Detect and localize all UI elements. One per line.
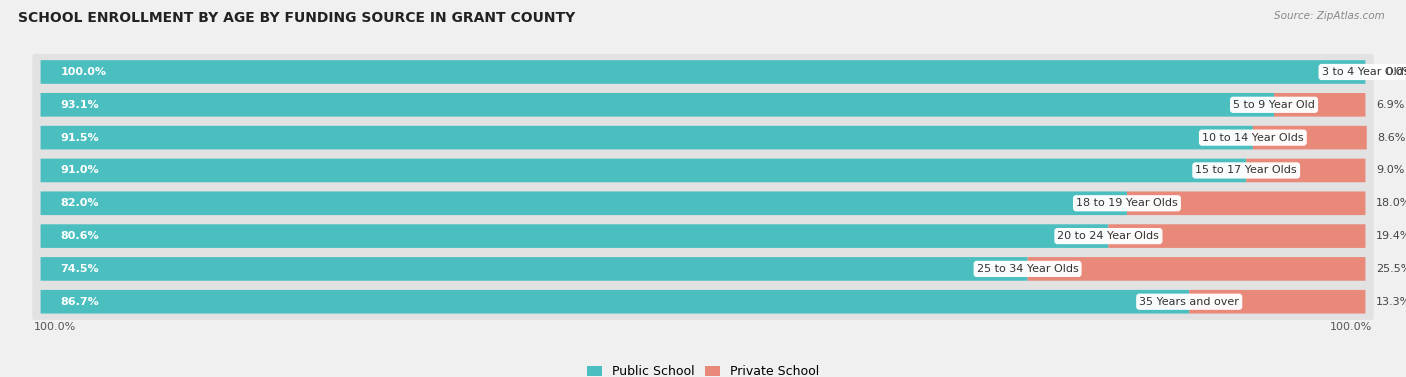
Text: 86.7%: 86.7%: [60, 297, 100, 307]
FancyBboxPatch shape: [41, 93, 1274, 116]
Text: 25 to 34 Year Olds: 25 to 34 Year Olds: [977, 264, 1078, 274]
FancyBboxPatch shape: [41, 257, 1028, 281]
FancyBboxPatch shape: [32, 87, 1374, 123]
Text: 10 to 14 Year Olds: 10 to 14 Year Olds: [1202, 133, 1303, 143]
Text: 18.0%: 18.0%: [1376, 198, 1406, 208]
Text: 6.9%: 6.9%: [1376, 100, 1405, 110]
Text: 9.0%: 9.0%: [1376, 166, 1405, 175]
FancyBboxPatch shape: [1274, 93, 1365, 116]
FancyBboxPatch shape: [32, 251, 1374, 287]
FancyBboxPatch shape: [41, 159, 1246, 182]
Text: 100.0%: 100.0%: [1330, 322, 1372, 333]
Text: 8.6%: 8.6%: [1378, 133, 1406, 143]
FancyBboxPatch shape: [32, 185, 1374, 221]
Text: 35 Years and over: 35 Years and over: [1139, 297, 1239, 307]
Text: 74.5%: 74.5%: [60, 264, 98, 274]
Text: 19.4%: 19.4%: [1376, 231, 1406, 241]
FancyBboxPatch shape: [1246, 159, 1365, 182]
FancyBboxPatch shape: [41, 60, 1365, 84]
FancyBboxPatch shape: [41, 126, 1253, 149]
Text: 3 to 4 Year Olds: 3 to 4 Year Olds: [1322, 67, 1406, 77]
FancyBboxPatch shape: [1028, 257, 1365, 281]
Text: 25.5%: 25.5%: [1376, 264, 1406, 274]
Text: 5 to 9 Year Old: 5 to 9 Year Old: [1233, 100, 1315, 110]
Text: 80.6%: 80.6%: [60, 231, 98, 241]
FancyBboxPatch shape: [1128, 192, 1365, 215]
Text: 100.0%: 100.0%: [34, 322, 76, 333]
FancyBboxPatch shape: [32, 54, 1374, 90]
FancyBboxPatch shape: [32, 120, 1374, 156]
Text: 91.0%: 91.0%: [60, 166, 98, 175]
Text: 20 to 24 Year Olds: 20 to 24 Year Olds: [1057, 231, 1160, 241]
FancyBboxPatch shape: [32, 284, 1374, 320]
Text: 18 to 19 Year Olds: 18 to 19 Year Olds: [1076, 198, 1178, 208]
FancyBboxPatch shape: [41, 224, 1108, 248]
Text: 0.0%: 0.0%: [1385, 67, 1406, 77]
Text: 82.0%: 82.0%: [60, 198, 98, 208]
Text: 15 to 17 Year Olds: 15 to 17 Year Olds: [1195, 166, 1296, 175]
FancyBboxPatch shape: [41, 192, 1128, 215]
FancyBboxPatch shape: [41, 290, 1189, 314]
FancyBboxPatch shape: [1253, 126, 1367, 149]
FancyBboxPatch shape: [1108, 224, 1365, 248]
FancyBboxPatch shape: [1189, 290, 1365, 314]
Text: 13.3%: 13.3%: [1376, 297, 1406, 307]
FancyBboxPatch shape: [32, 152, 1374, 188]
FancyBboxPatch shape: [32, 218, 1374, 254]
Text: Source: ZipAtlas.com: Source: ZipAtlas.com: [1274, 11, 1385, 21]
Text: 91.5%: 91.5%: [60, 133, 98, 143]
Text: 100.0%: 100.0%: [60, 67, 107, 77]
Legend: Public School, Private School: Public School, Private School: [582, 360, 824, 377]
Text: SCHOOL ENROLLMENT BY AGE BY FUNDING SOURCE IN GRANT COUNTY: SCHOOL ENROLLMENT BY AGE BY FUNDING SOUR…: [18, 11, 575, 25]
Text: 93.1%: 93.1%: [60, 100, 98, 110]
